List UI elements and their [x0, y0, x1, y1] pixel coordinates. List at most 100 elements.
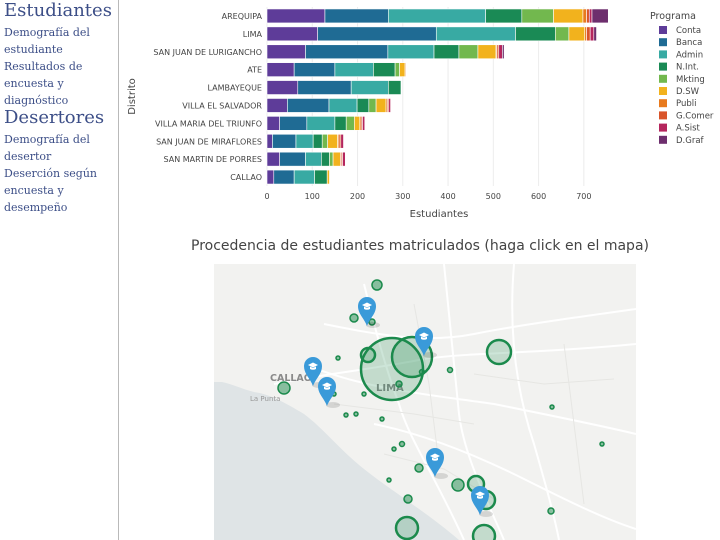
bar-segment[interactable] — [435, 26, 516, 42]
bar-segment[interactable] — [593, 26, 597, 42]
district-circle[interactable] — [368, 318, 376, 326]
bar-segment[interactable] — [388, 80, 402, 95]
district-circle[interactable] — [335, 355, 341, 361]
graduation-cap-icon[interactable] — [358, 297, 380, 328]
bar-segment[interactable] — [345, 116, 355, 131]
bar-segment[interactable] — [326, 169, 330, 185]
link-demografia-estudiante[interactable]: Demografía del estudiante — [4, 26, 90, 56]
bar-segment[interactable] — [266, 98, 288, 113]
bar-segment[interactable] — [568, 26, 586, 42]
bar-segment[interactable] — [555, 26, 570, 42]
bar-segment[interactable] — [295, 133, 314, 149]
district-circle[interactable] — [386, 477, 392, 483]
bar-segment[interactable] — [368, 98, 377, 113]
link-demografia-desertor[interactable]: Demografía del desertor — [4, 133, 90, 163]
bar-segment[interactable] — [340, 133, 344, 149]
district-circle[interactable] — [371, 279, 383, 291]
stacked-bar-chart[interactable]: 0 100 200 300 400 500 600 700 AREQUIPA LIMA SAN JU… — [120, 0, 720, 230]
legend-swatch[interactable] — [659, 123, 667, 132]
district-circle[interactable] — [485, 338, 513, 366]
bar-segment[interactable] — [312, 133, 323, 149]
map-view[interactable]: CALLAO LIMA La Punta — [214, 264, 636, 540]
bar-segment[interactable] — [317, 26, 437, 42]
bar-segment[interactable] — [591, 8, 609, 24]
bar-segment[interactable] — [399, 62, 406, 77]
district-circle[interactable] — [547, 507, 555, 515]
legend-swatch[interactable] — [659, 62, 667, 71]
legend-swatch[interactable] — [659, 74, 667, 83]
bar-segment[interactable] — [279, 151, 306, 167]
bar-segment[interactable] — [582, 8, 587, 24]
legend-entry[interactable]: Mkting — [676, 75, 705, 85]
bar-segment[interactable] — [588, 8, 593, 24]
bar-segment[interactable] — [266, 8, 326, 24]
district-circle[interactable] — [394, 515, 420, 540]
graduation-cap-icon[interactable] — [318, 377, 340, 408]
bar-segment[interactable] — [266, 116, 280, 131]
district-circle[interactable] — [379, 416, 385, 422]
legend-entry[interactable]: Admin — [676, 50, 703, 60]
district-circle[interactable] — [361, 391, 367, 397]
bar-segment[interactable] — [433, 44, 460, 60]
district-circle[interactable] — [471, 523, 497, 540]
district-circle[interactable] — [343, 412, 349, 418]
bar-segment[interactable] — [324, 8, 389, 24]
link-resultados-encuesta[interactable]: Resultados de encuesta y diagnóstico — [4, 60, 83, 107]
legend-swatch[interactable] — [659, 99, 667, 108]
legend-entry[interactable]: N.Int. — [676, 63, 699, 73]
district-circle[interactable] — [451, 478, 465, 492]
bar-segment[interactable] — [404, 62, 407, 77]
bar-segment[interactable] — [279, 116, 308, 131]
bar-segment[interactable] — [266, 133, 273, 149]
bar-segment[interactable] — [327, 133, 338, 149]
bar-segment[interactable] — [334, 62, 374, 77]
bar-segment[interactable] — [293, 62, 336, 77]
district-circle[interactable] — [414, 463, 424, 473]
bar-segment[interactable] — [314, 169, 328, 185]
bar-segment[interactable] — [373, 62, 396, 77]
bar-segment[interactable] — [321, 133, 328, 149]
bar-segment[interactable] — [356, 98, 370, 113]
bar-segment[interactable] — [272, 133, 297, 149]
bar-segment[interactable] — [485, 8, 523, 24]
bar-segment[interactable] — [354, 116, 361, 131]
legend-swatch[interactable] — [659, 50, 667, 59]
legend-swatch[interactable] — [659, 87, 667, 95]
bar-segment[interactable] — [266, 80, 299, 95]
bar-segment[interactable] — [334, 116, 347, 131]
bar-segment[interactable] — [266, 44, 306, 60]
district-circle[interactable] — [398, 440, 406, 448]
legend-swatch[interactable] — [659, 38, 667, 47]
bar-segment[interactable] — [266, 26, 318, 42]
legend-entry[interactable]: G.Comer — [676, 111, 714, 121]
bar-segment[interactable] — [305, 151, 322, 167]
bar-segment[interactable] — [394, 62, 400, 77]
bar-segment[interactable] — [375, 98, 387, 113]
district-circle[interactable] — [353, 411, 359, 417]
legend-entry[interactable]: D.SW — [676, 87, 700, 97]
bar-segment[interactable] — [287, 98, 330, 113]
legend-entry[interactable]: Publi — [676, 99, 696, 109]
bar-segment[interactable] — [477, 44, 497, 60]
bar-segment[interactable] — [332, 151, 341, 167]
bar-segment[interactable] — [515, 26, 556, 42]
bar-segment[interactable] — [273, 169, 295, 185]
bar-segment[interactable] — [586, 26, 591, 42]
bar-segment[interactable] — [586, 8, 590, 24]
bar-segment[interactable] — [589, 26, 595, 42]
district-circle[interactable] — [359, 346, 377, 364]
legend-entry[interactable]: A.Sist — [676, 124, 701, 134]
district-circle[interactable] — [277, 381, 291, 395]
bar-segment[interactable] — [498, 44, 503, 60]
district-circle[interactable] — [403, 494, 413, 504]
district-circle[interactable] — [549, 404, 555, 410]
legend-swatch[interactable] — [659, 26, 667, 34]
bar-segment[interactable] — [502, 44, 505, 60]
graduation-cap-icon[interactable] — [471, 486, 493, 517]
bar-segment[interactable] — [297, 80, 352, 95]
bar-segment[interactable] — [305, 44, 389, 60]
bar-segment[interactable] — [266, 151, 280, 167]
bar-segment[interactable] — [388, 98, 391, 113]
legend-swatch[interactable] — [659, 135, 667, 144]
bar-segment[interactable] — [388, 8, 486, 24]
